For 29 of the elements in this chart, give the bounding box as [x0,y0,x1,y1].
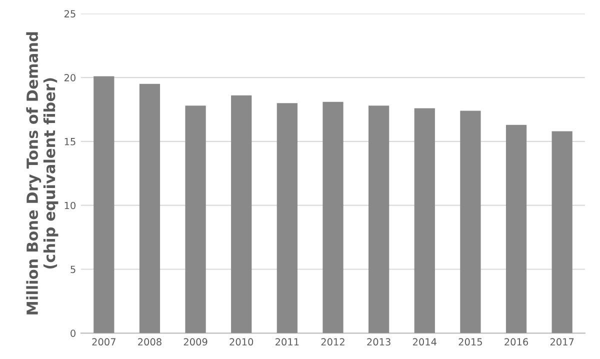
x-tick-label: 2015 [458,338,482,346]
y-tick-label: 15 [64,138,76,146]
bar [552,131,572,334]
y-tick-label: 25 [64,10,76,18]
bar [322,102,344,334]
bar [185,106,206,334]
bar [506,124,527,334]
x-tick-label: 2017 [550,338,574,346]
x-tick-label: 2016 [504,338,528,346]
x-tick-label: 2010 [230,338,254,346]
y-axis-title: Million Bone Dry Tons of Demand (chip equivalent fiber) [26,32,58,314]
x-tick-label: 2013 [367,338,390,346]
bar [276,103,298,334]
bar [414,108,435,334]
bar [368,106,390,334]
y-tick-label: 0 [70,330,76,337]
x-tick-label: 2014 [412,338,436,346]
x-tick-label: 2012 [321,338,344,346]
y-tick-label: 20 [64,74,76,82]
bar [460,110,481,334]
x-tick-label: 2011 [276,338,299,346]
y-tick-label: 10 [64,202,76,210]
x-tick-label: 2007 [92,338,116,346]
x-tick-label: 2008 [138,338,162,346]
bar [231,95,252,334]
bar [139,84,160,334]
bar [94,76,114,334]
y-tick-label: 5 [70,266,76,274]
x-tick-label: 2009 [184,338,208,346]
